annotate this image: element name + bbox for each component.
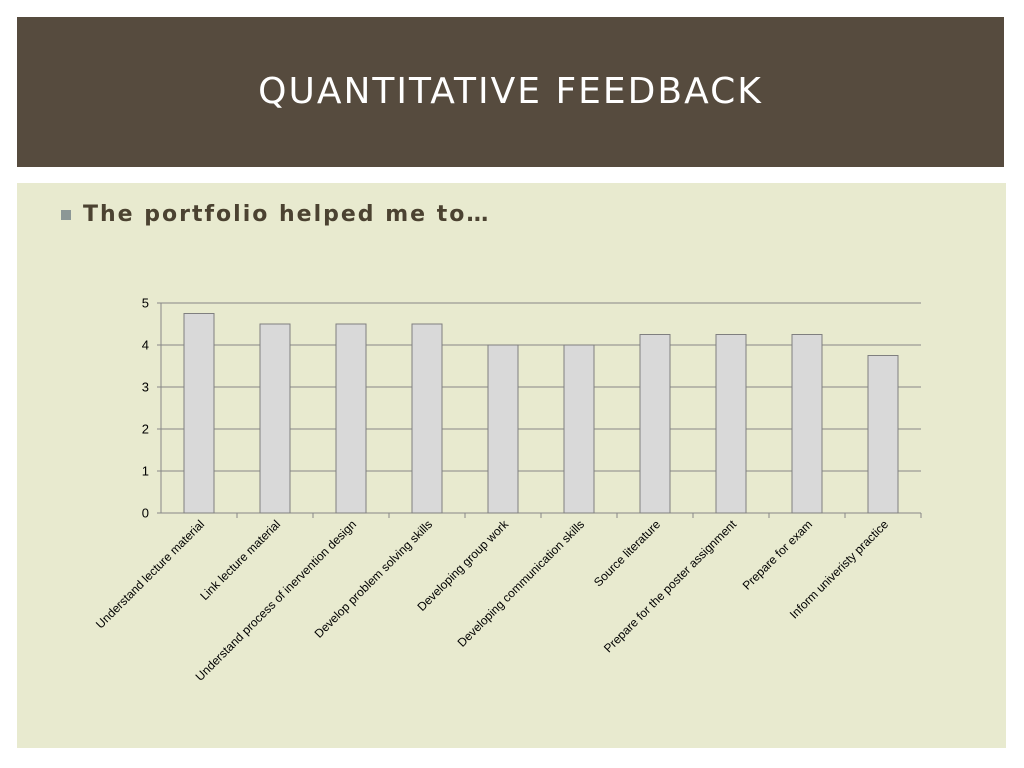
bullet-text: The portfolio helped me to… — [83, 202, 491, 227]
y-tick-label: 1 — [142, 464, 149, 479]
x-category-label: Understand process of inervention design — [193, 517, 360, 684]
bar — [639, 334, 671, 514]
y-tick-label: 5 — [142, 296, 149, 311]
y-tick-label: 3 — [142, 380, 149, 395]
bar — [867, 355, 899, 514]
content-area: The portfolio helped me to… — [17, 183, 1006, 748]
bar — [791, 334, 823, 514]
bullet-item: The portfolio helped me to… — [61, 202, 490, 227]
bullet-square-icon — [61, 209, 71, 220]
title-bar: QUANTITATIVE FEEDBACK — [17, 17, 1004, 167]
bar — [715, 334, 747, 514]
x-category-label: Link lecture material — [197, 517, 283, 603]
y-tick-label: 0 — [142, 506, 149, 521]
slide-title: QUANTITATIVE FEEDBACK — [258, 70, 763, 112]
x-category-label: Understand lecture material — [93, 517, 207, 631]
bar — [563, 344, 595, 514]
bar — [183, 313, 215, 514]
bar — [487, 344, 519, 514]
x-category-label: Prepare for exam — [740, 517, 815, 592]
y-tick-label: 4 — [142, 338, 149, 353]
x-category-label: Developing communication skills — [455, 517, 588, 650]
y-tick-label: 2 — [142, 422, 149, 437]
x-category-label: Prepare for the poster assignment — [601, 517, 740, 656]
bar — [335, 323, 367, 514]
x-category-label: Source literature — [591, 517, 663, 589]
bar — [411, 323, 443, 514]
bar — [259, 323, 291, 514]
